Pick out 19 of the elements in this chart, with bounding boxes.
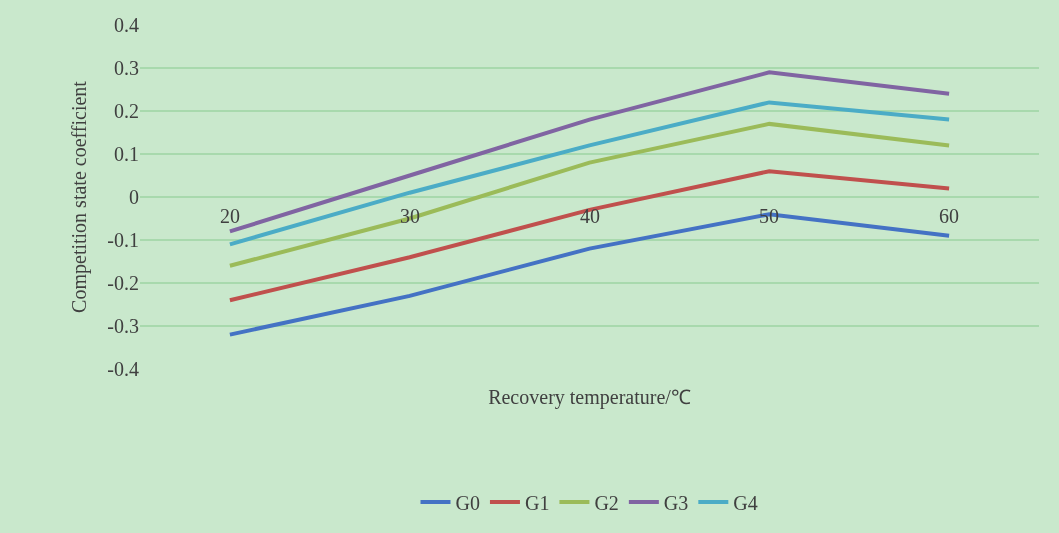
y-tick-label: 0 xyxy=(129,186,139,208)
y-tick-label: 0.2 xyxy=(114,100,139,122)
x-tick-label: 40 xyxy=(580,205,600,227)
legend-label: G3 xyxy=(663,491,689,514)
y-tick-label: 0.1 xyxy=(114,143,139,165)
y-tick-label: -0.4 xyxy=(107,358,139,380)
y-tick-label: -0.1 xyxy=(107,229,139,251)
x-axis-title: Recovery temperature/℃ xyxy=(488,385,691,409)
y-tick-label: -0.2 xyxy=(107,272,139,294)
x-tick-label: 20 xyxy=(220,205,240,227)
y-tick-label: -0.3 xyxy=(107,315,139,337)
x-tick-label: 60 xyxy=(939,205,959,227)
y-tick-label: 0.4 xyxy=(114,14,139,36)
y-axis-title: Competition state coefficient xyxy=(67,80,91,313)
y-tick-label: 0.3 xyxy=(114,57,139,79)
legend-label: G4 xyxy=(733,491,758,514)
legend-label: G1 xyxy=(524,491,550,514)
legend-label: G2 xyxy=(594,491,619,514)
legend-label: G0 xyxy=(455,491,480,514)
